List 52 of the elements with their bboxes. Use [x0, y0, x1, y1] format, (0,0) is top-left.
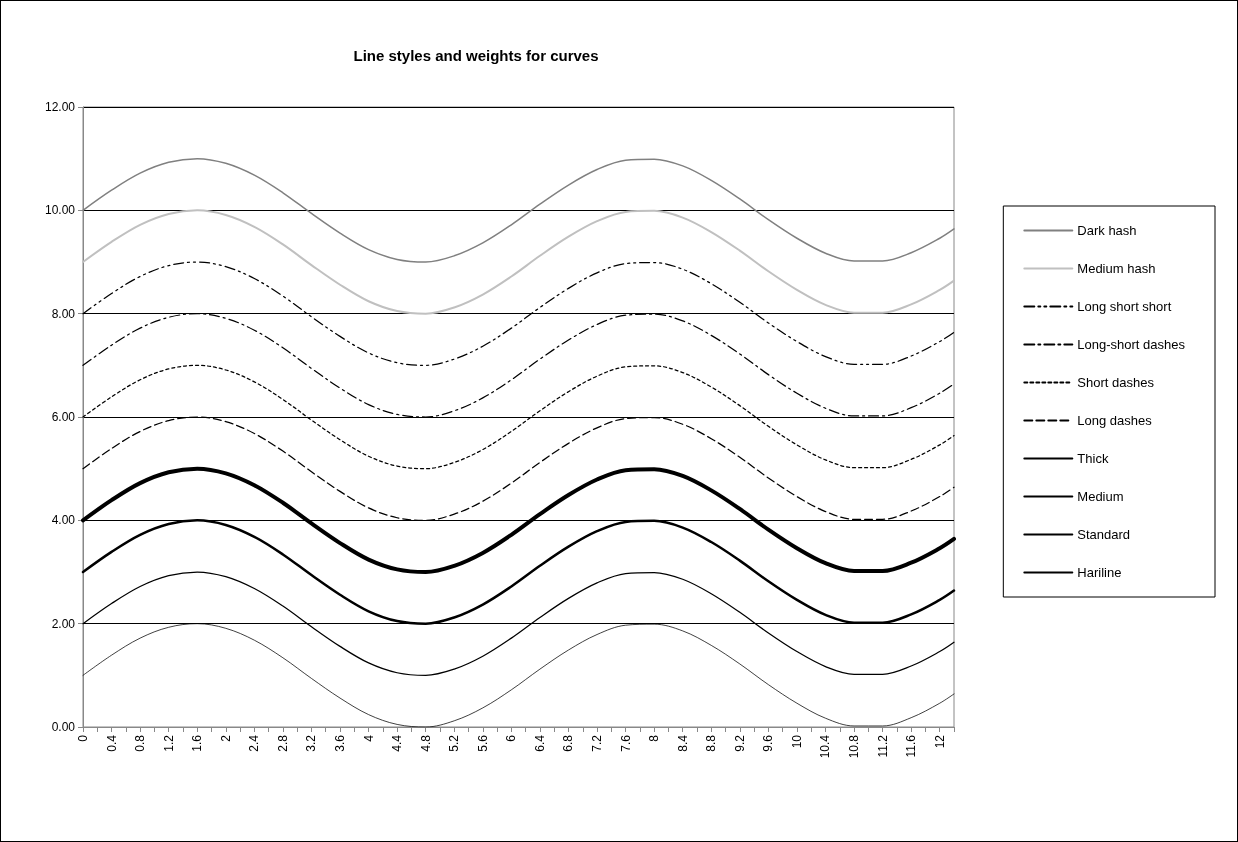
line-series [82, 209, 955, 315]
x-tick-label: 1.6 [190, 734, 205, 752]
x-tick-label: 0 [76, 734, 90, 742]
y-tick-label: 8.00 [51, 306, 76, 321]
x-tick-label: 4.4 [390, 734, 405, 752]
x-tick-label: 8 [647, 734, 662, 742]
x-tick-label: 10.4 [818, 734, 833, 759]
y-tick-label: 6.00 [51, 410, 76, 424]
x-tick-label: 6.8 [561, 734, 576, 752]
y-tick-label: 2.00 [51, 616, 76, 631]
legend-label: Dark hash [1077, 223, 1137, 238]
y-tick-label: 4.00 [51, 513, 76, 528]
chart-title: Line styles and weights for curves [353, 47, 599, 64]
x-tick-label: 3.2 [304, 734, 319, 752]
x-tick-label: 0.4 [104, 734, 119, 752]
legend-label: Long dashes [1077, 413, 1153, 428]
line-series [82, 313, 955, 418]
x-tick-label: 2.8 [275, 734, 290, 752]
x-tick-label: 11.2 [875, 734, 890, 758]
x-tick-label: 12 [932, 734, 947, 749]
x-tick-label: 8.4 [675, 734, 690, 752]
x-tick-label: 3.6 [333, 734, 348, 752]
x-tick-label: 1.2 [161, 734, 176, 752]
legend-label: Hariline [1077, 565, 1122, 580]
x-tick-label: 7.6 [618, 734, 633, 752]
x-tick-label: 11.6 [904, 734, 919, 758]
x-tick-label: 6.4 [532, 734, 547, 752]
x-tick-label: 2.4 [247, 734, 262, 752]
legend-label: Standard [1077, 527, 1131, 542]
x-tick-label: 9.2 [732, 734, 747, 752]
x-tick-label: 4 [361, 734, 376, 742]
x-tick-label: 6 [504, 734, 519, 742]
legend-label: Thick [1077, 451, 1109, 466]
legend-label: Long-short dashes [1077, 337, 1186, 352]
x-tick-label: 9.6 [761, 734, 776, 752]
legend-label: Medium [1077, 489, 1124, 504]
x-tick-label: 10.8 [847, 734, 862, 759]
line-series [82, 416, 955, 521]
x-tick-label: 2 [218, 734, 233, 742]
x-tick-label: 10 [789, 734, 804, 749]
y-tick-label: 10.00 [44, 203, 76, 218]
y-tick-label: 12.00 [44, 100, 76, 114]
y-tick-label: 0.00 [51, 720, 76, 734]
x-tick-label: 0.8 [133, 734, 148, 752]
x-tick-label: 8.8 [704, 734, 719, 752]
x-tick-label: 4.8 [418, 734, 433, 752]
x-tick-label: 7.2 [590, 734, 605, 752]
legend-label: Medium hash [1077, 261, 1156, 276]
legend-label: Short dashes [1077, 375, 1155, 390]
legend-label: Long short short [1077, 299, 1172, 314]
x-tick-label: 5.6 [475, 734, 490, 752]
x-tick-label: 5.2 [447, 734, 462, 752]
